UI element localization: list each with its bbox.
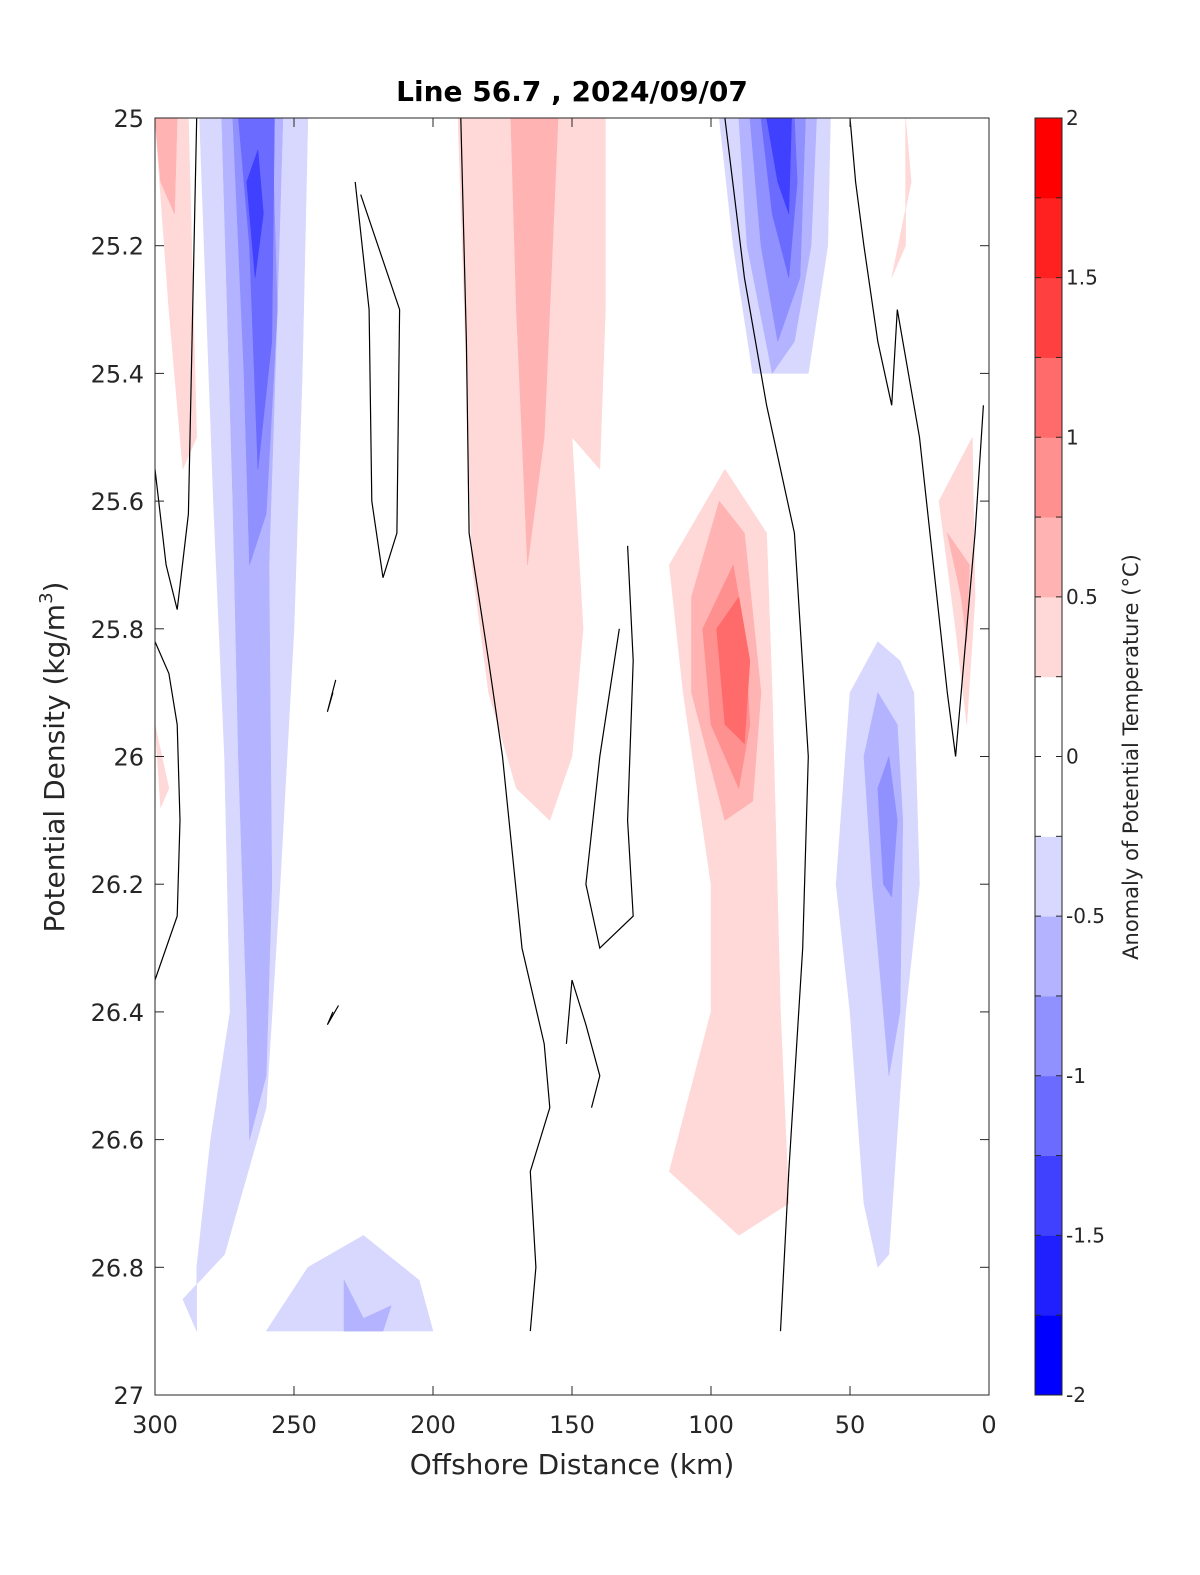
x-tick-label: 0 [981,1411,996,1439]
chart-title: Line 56.7 , 2024/09/07 [396,75,748,108]
colorbar-tick-label: 1.5 [1066,266,1098,290]
contour-region-10 [343,1279,392,1332]
zero-contour-lines [154,117,984,1332]
colorbar [1035,118,1062,1396]
colorbar-segment [1035,1075,1062,1157]
contour-region-29 [947,532,970,642]
colorbar-segment [1035,916,1062,997]
zero-contour-line-4 [585,545,634,950]
y-tick-label: 25.2 [91,233,144,261]
contour-region-27 [510,117,559,565]
colorbar-tick-label: 0.5 [1066,585,1098,609]
contour-region-6 [265,1235,434,1332]
colorbar-segment [1035,197,1062,279]
y-axis-title-close: ) [38,582,71,593]
x-tick-label: 200 [410,1411,456,1439]
zero-contour-line-3 [460,117,551,1332]
contour-region-3 [391,1011,434,1076]
colorbar-segment [1035,836,1062,917]
colorbar-tick-label: 0 [1066,745,1079,769]
colorbar-segment [1035,118,1062,199]
colorbar-ticks: -2 -1.5 -1 -0.5 0 0.5 1 1.5 2 [1035,106,1105,1407]
zero-contour-line-5 [565,979,601,1108]
colorbar-tick-label: -0.5 [1066,904,1105,928]
contour-region-25 [938,437,976,725]
colorbar-segment [1035,517,1062,598]
colorbar-segment [1035,1235,1062,1316]
y-tick-label: 25.4 [91,360,144,388]
colorbar-tick-label: 2 [1066,106,1079,130]
colorbar-segment [1035,1155,1062,1236]
x-tick-label: 50 [835,1411,866,1439]
x-axis: 300 250 200 150 100 50 0 [132,118,997,1439]
zero-contour-line-7 [849,117,984,757]
colorbar-segment [1035,437,1062,518]
colorbar-segment [1035,596,1062,678]
colorbar-segment [1035,357,1062,438]
colorbar-segment [1035,277,1062,358]
zero-contour-line-9 [326,1005,340,1026]
y-axis-title-main: Potential Density (kg/m [38,604,71,933]
colorbar-segment [1035,995,1062,1077]
y-tick-label: 26.2 [91,871,144,899]
x-axis-title: Offshore Distance (km) [410,1448,735,1481]
x-tick-label: 250 [271,1411,317,1439]
y-tick-label: 25.6 [91,488,144,516]
x-tick-label: 300 [132,1411,178,1439]
contour-region-18 [246,149,264,278]
x-tick-label: 100 [688,1411,734,1439]
contour-fill-regions [154,117,976,1332]
contour-region-1 [418,501,475,789]
colorbar-title: Anomaly of Potential Temperature (°C) [1119,554,1143,960]
colorbar-tick-label: -1.5 [1066,1223,1105,1247]
y-axis-title: Potential Density (kg/m3) [36,582,71,933]
y-tick-label: 26.8 [91,1254,144,1282]
zero-contour-line-8 [326,679,337,712]
y-axis: 25 25.2 25.4 25.6 25.8 26 26.2 26.4 26.6 26.8 27 [91,105,989,1410]
colorbar-tick-label: 1 [1066,425,1079,449]
contour-region-24 [891,117,912,278]
y-axis-title-superscript: 3 [36,592,57,603]
colorbar-segment [1035,676,1062,757]
zero-contour-line-2 [354,181,401,578]
colorbar-tick-label: -2 [1066,1383,1086,1407]
y-tick-label: 26 [113,744,144,772]
x-tick-label: 150 [549,1411,595,1439]
y-tick-label: 25.8 [91,616,144,644]
y-tick-label: 27 [113,1382,144,1410]
zero-contour-line-1 [154,641,181,981]
contour-region-31 [716,596,751,745]
colorbar-segment [1035,756,1062,837]
colorbar-segment [1035,1315,1062,1396]
colorbar-tick-label: -1 [1066,1064,1086,1088]
zero-contour-line-6 [724,117,809,1332]
y-tick-label: 26.4 [91,999,144,1027]
y-tick-label: 26.6 [91,1127,144,1155]
y-tick-label: 25 [113,105,144,133]
contour-region-15 [877,756,898,898]
zero-contour-line-0 [154,117,198,610]
